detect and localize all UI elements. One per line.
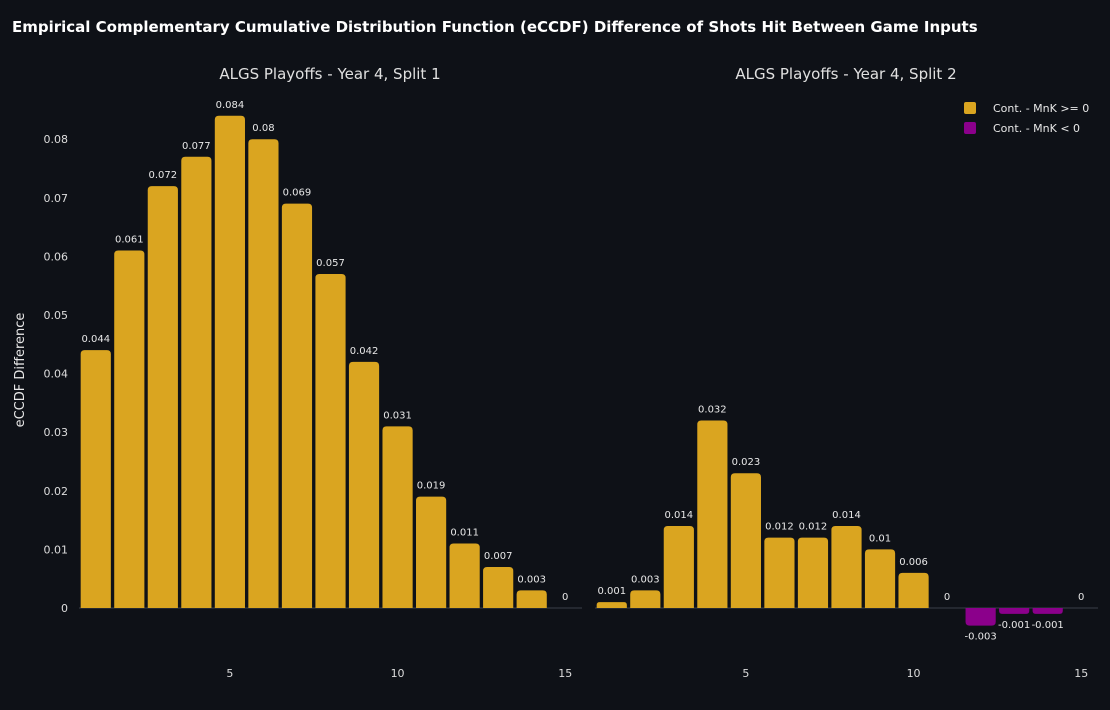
legend-swatch-negative — [964, 122, 976, 134]
bar-x3 — [147, 186, 178, 608]
panel-title-split-2: ALGS Playoffs - Year 4, Split 2 — [735, 65, 956, 83]
value-label-x13: -0.001 — [998, 620, 1030, 631]
value-label-x15: 0 — [1078, 592, 1084, 603]
value-label-x2: 0.003 — [631, 574, 660, 585]
value-label-x10: 0.031 — [383, 410, 412, 421]
bar-x3 — [663, 525, 694, 608]
y-tick-label: 0.03 — [44, 426, 69, 439]
bar-x7 — [797, 537, 829, 608]
x-tick-label: 15 — [558, 667, 572, 680]
value-label-x6: 0.08 — [252, 123, 274, 134]
value-label-x3: 0.072 — [149, 170, 178, 181]
y-tick-label: 0.08 — [44, 133, 69, 146]
value-label-x5: 0.023 — [732, 457, 761, 468]
bar-x1 — [596, 602, 627, 608]
bar-x1 — [80, 350, 111, 608]
bar-x9 — [348, 361, 380, 608]
bar-x8 — [315, 273, 346, 608]
bar-x8 — [831, 525, 862, 608]
bar-x14 — [516, 590, 547, 608]
bar-x14 — [1032, 608, 1063, 614]
value-label-x1: 0.044 — [81, 334, 110, 345]
y-tick-label: 0.01 — [44, 543, 69, 556]
value-label-x12: -0.003 — [965, 632, 997, 643]
figure-title: Empirical Complementary Cumulative Distr… — [12, 18, 978, 36]
bar-x4 — [181, 156, 212, 608]
value-label-x9: 0.042 — [350, 346, 379, 357]
value-label-x7: 0.069 — [283, 188, 312, 199]
bar-x10 — [898, 572, 929, 608]
value-label-x12: 0.011 — [450, 528, 479, 539]
bar-x2 — [630, 590, 661, 608]
bar-x6 — [764, 537, 795, 608]
x-tick-label: 10 — [391, 667, 405, 680]
value-label-x11: 0 — [944, 592, 950, 603]
y-tick-label: 0.05 — [44, 309, 69, 322]
value-label-x6: 0.012 — [765, 522, 794, 533]
value-label-x14: 0.003 — [517, 574, 546, 585]
legend-label-negative: Cont. - MnK < 0 — [993, 122, 1080, 135]
bar-x12 — [965, 608, 996, 626]
value-label-x11: 0.019 — [417, 481, 446, 492]
x-tick-label: 5 — [742, 667, 749, 680]
value-label-x3: 0.014 — [665, 510, 694, 521]
value-label-x7: 0.012 — [799, 522, 828, 533]
value-label-x9: 0.01 — [869, 533, 891, 544]
x-tick-label: 10 — [907, 667, 921, 680]
bar-x7 — [281, 203, 313, 608]
bar-x9 — [864, 549, 896, 608]
panel-split-1: ALGS Playoffs - Year 4, Split 1 eCCDF Di… — [13, 65, 582, 680]
bar-x4 — [697, 420, 728, 608]
panel-split-2: ALGS Playoffs - Year 4, Split 2 0.001 0.0… — [595, 65, 1098, 680]
value-label-x4: 0.032 — [698, 404, 727, 415]
bar-x5 — [730, 473, 761, 608]
value-label-x5: 0.084 — [216, 100, 245, 111]
y-tick-label: 0.07 — [44, 192, 69, 205]
value-label-x8: 0.014 — [832, 510, 861, 521]
y-tick-label: 0.06 — [44, 250, 69, 263]
bar-x10 — [382, 426, 413, 608]
panel-title-split-1: ALGS Playoffs - Year 4, Split 1 — [219, 65, 440, 83]
legend: Cont. - MnK >= 0 Cont. - MnK < 0 — [964, 102, 1089, 135]
bar-x12 — [449, 543, 480, 608]
value-label-x13: 0.007 — [484, 551, 513, 562]
value-label-x14: -0.001 — [1032, 620, 1064, 631]
x-tick-label: 15 — [1074, 667, 1088, 680]
bar-x5 — [214, 115, 245, 608]
legend-label-positive: Cont. - MnK >= 0 — [993, 102, 1089, 115]
value-label-x10: 0.006 — [899, 557, 928, 568]
value-label-x15: 0 — [562, 592, 568, 603]
bar-x13 — [999, 608, 1030, 614]
bar-x6 — [248, 139, 279, 608]
value-label-x8: 0.057 — [316, 258, 345, 269]
value-label-x1: 0.001 — [597, 586, 626, 597]
bar-x13 — [483, 566, 514, 608]
bar-x11 — [416, 496, 447, 608]
value-label-x4: 0.077 — [182, 141, 211, 152]
value-label-x2: 0.061 — [115, 235, 144, 246]
y-axis-label: eCCDF Difference — [13, 313, 28, 428]
y-tick-label: 0.04 — [44, 368, 69, 381]
y-tick-label: 0.02 — [44, 485, 69, 498]
bar-x2 — [114, 250, 145, 609]
y-tick-label: 0 — [61, 602, 68, 615]
legend-swatch-positive — [964, 102, 976, 114]
x-tick-label: 5 — [226, 667, 233, 680]
